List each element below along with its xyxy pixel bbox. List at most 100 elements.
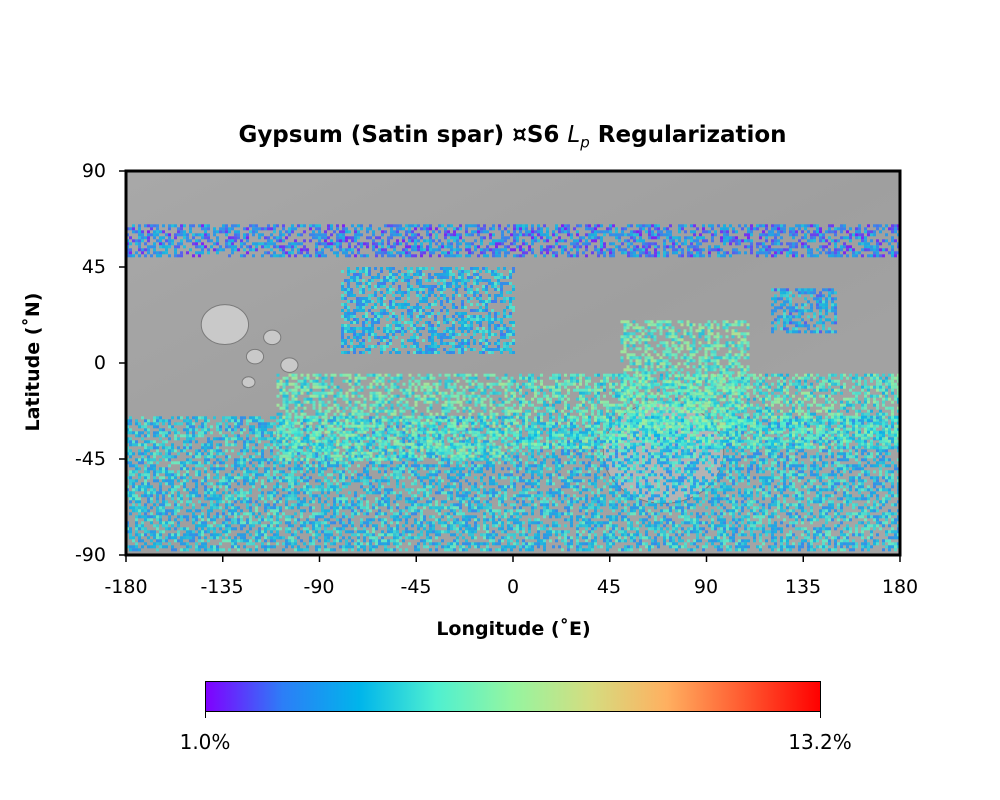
heatmap-cell: [312, 467, 315, 471]
heatmap-cell: [600, 503, 603, 507]
heatmap-cell: [345, 476, 348, 480]
heatmap-cell: [603, 422, 606, 426]
heatmap-cell: [414, 512, 417, 516]
heatmap-cell: [285, 479, 288, 483]
heatmap-cell: [216, 422, 219, 426]
heatmap-cell: [786, 452, 789, 456]
heatmap-cell: [456, 467, 459, 471]
heatmap-cell: [792, 503, 795, 507]
heatmap-cell: [141, 515, 144, 519]
heatmap-cell: [483, 515, 486, 519]
heatmap-cell: [555, 422, 558, 426]
heatmap-cell: [300, 440, 303, 444]
heatmap-cell: [396, 416, 399, 420]
heatmap-cell: [642, 485, 645, 489]
heatmap-cell: [696, 491, 699, 495]
heatmap-cell: [864, 518, 867, 522]
heatmap-cell: [855, 515, 858, 519]
heatmap-cell: [210, 425, 213, 429]
heatmap-cell: [636, 500, 639, 504]
heatmap-cell: [783, 440, 786, 444]
heatmap-cell: [447, 473, 450, 477]
heatmap-cell: [225, 506, 228, 510]
heatmap-cell: [411, 437, 414, 441]
heatmap-cell: [210, 494, 213, 498]
heatmap-cell: [168, 419, 171, 423]
heatmap-cell: [135, 500, 138, 504]
heatmap-cell: [768, 488, 771, 492]
heatmap-cell: [759, 509, 762, 513]
heatmap-cell: [153, 491, 156, 495]
heatmap-cell: [588, 422, 591, 426]
heatmap-cell: [159, 419, 162, 423]
heatmap-cell: [165, 479, 168, 483]
heatmap-cell: [609, 518, 612, 522]
heatmap-cell: [129, 449, 132, 453]
heatmap-cell: [177, 491, 180, 495]
heatmap-cell: [243, 449, 246, 453]
heatmap-cell: [321, 515, 324, 519]
heatmap-cell: [573, 488, 576, 492]
heatmap-cell: [516, 455, 519, 459]
heatmap-cell: [867, 515, 870, 519]
heatmap-cell: [417, 428, 420, 432]
heatmap-cell: [360, 500, 363, 504]
heatmap-cell: [294, 476, 297, 480]
heatmap-cell: [189, 494, 192, 498]
heatmap-cell: [768, 485, 771, 489]
heatmap-cell: [801, 491, 804, 495]
heatmap-cell: [630, 512, 633, 516]
heatmap-cell: [540, 449, 543, 453]
heatmap-cell: [156, 416, 159, 420]
heatmap-cell: [609, 506, 612, 510]
heatmap-cell: [822, 476, 825, 480]
heatmap-cell: [615, 476, 618, 480]
heatmap-cell: [447, 482, 450, 486]
heatmap-cell: [765, 476, 768, 480]
heatmap-cell: [411, 512, 414, 516]
heatmap-cell: [663, 437, 666, 441]
heatmap-cell: [648, 488, 651, 492]
heatmap-cell: [240, 509, 243, 513]
heatmap-cell: [216, 473, 219, 477]
heatmap-cell: [429, 488, 432, 492]
heatmap-cell: [192, 521, 195, 525]
heatmap-cell: [519, 515, 522, 519]
heatmap-cell: [279, 497, 282, 501]
heatmap-cell: [831, 470, 834, 474]
heatmap-cell: [219, 449, 222, 453]
heatmap-cell: [663, 449, 666, 453]
heatmap-cell: [141, 461, 144, 465]
heatmap-cell: [225, 422, 228, 426]
heatmap-cell: [597, 500, 600, 504]
heatmap-cell: [366, 518, 369, 522]
heatmap-cell: [273, 470, 276, 474]
heatmap-cell: [747, 482, 750, 486]
heatmap-cell: [489, 437, 492, 441]
heatmap-cell: [567, 518, 570, 522]
heatmap-cell: [717, 443, 720, 447]
heatmap-cell: [609, 452, 612, 456]
heatmap-cell: [300, 488, 303, 492]
heatmap-cell: [279, 470, 282, 474]
heatmap-cell: [231, 518, 234, 522]
heatmap-cell: [237, 518, 240, 522]
heatmap-cell: [264, 431, 267, 435]
heatmap-cell: [645, 479, 648, 483]
heatmap-cell: [582, 449, 585, 453]
heatmap-cell: [462, 500, 465, 504]
heatmap-cell: [468, 491, 471, 495]
heatmap-cell: [339, 497, 342, 501]
heatmap-cell: [822, 461, 825, 465]
heatmap-cell: [150, 512, 153, 516]
heatmap-cell: [357, 497, 360, 501]
heatmap-cell: [861, 452, 864, 456]
heatmap-cell: [549, 467, 552, 471]
heatmap-cell: [738, 476, 741, 480]
heatmap-cell: [678, 437, 681, 441]
heatmap-cell: [165, 521, 168, 525]
heatmap-cell: [534, 488, 537, 492]
heatmap-cell: [780, 488, 783, 492]
heatmap-cell: [192, 431, 195, 435]
heatmap-cell: [588, 506, 591, 510]
